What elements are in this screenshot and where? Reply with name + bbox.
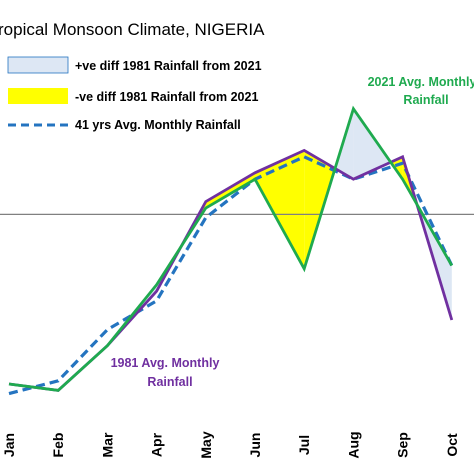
legend-swatch-positive: [7, 56, 69, 74]
x-tick-label: Jan: [1, 433, 17, 457]
positive-diff-area: [353, 108, 391, 180]
x-tick-label: Mar: [99, 432, 115, 457]
legend: +ve diff 1981 Rainfall from 2021 -ve dif…: [7, 56, 262, 132]
annotation-1981-line2: Rainfall: [147, 375, 192, 389]
legend-label-positive: +ve diff 1981 Rainfall from 2021: [75, 59, 262, 73]
series-line-41yr-average: [8, 155, 454, 396]
series-line-2021: [8, 105, 454, 392]
x-tick-label: Jun: [247, 433, 263, 458]
series-line-1981: [8, 148, 454, 392]
x-tick-label: May: [198, 431, 214, 458]
annotation-1981-line1: 1981 Avg. Monthly: [111, 356, 220, 370]
legend-swatch-negative: [8, 88, 68, 104]
x-tick-label: Sep: [395, 432, 411, 458]
chart-title: ropical Monsoon Climate, NIGERIA: [0, 20, 265, 39]
series-lines: [8, 105, 454, 396]
annotation-2021-line1: 2021 Avg. Monthly: [368, 75, 474, 89]
x-tick-label: Aug: [345, 431, 361, 458]
negative-diff-area: [255, 150, 305, 269]
x-tick-label: Feb: [50, 433, 66, 458]
x-tick-label: Jul: [296, 435, 312, 455]
x-axis: Jan Feb Mar Apr May Jun Jul Aug Sep Oct: [1, 431, 460, 458]
difference-fills: [9, 108, 452, 391]
annotation-2021-line2: Rainfall: [403, 93, 448, 107]
x-tick-label: Apr: [149, 432, 165, 457]
legend-label-negative: -ve diff 1981 Rainfall from 2021: [75, 90, 258, 104]
legend-label-average: 41 yrs Avg. Monthly Rainfall: [75, 118, 241, 132]
x-tick-label: Oct: [444, 433, 460, 457]
